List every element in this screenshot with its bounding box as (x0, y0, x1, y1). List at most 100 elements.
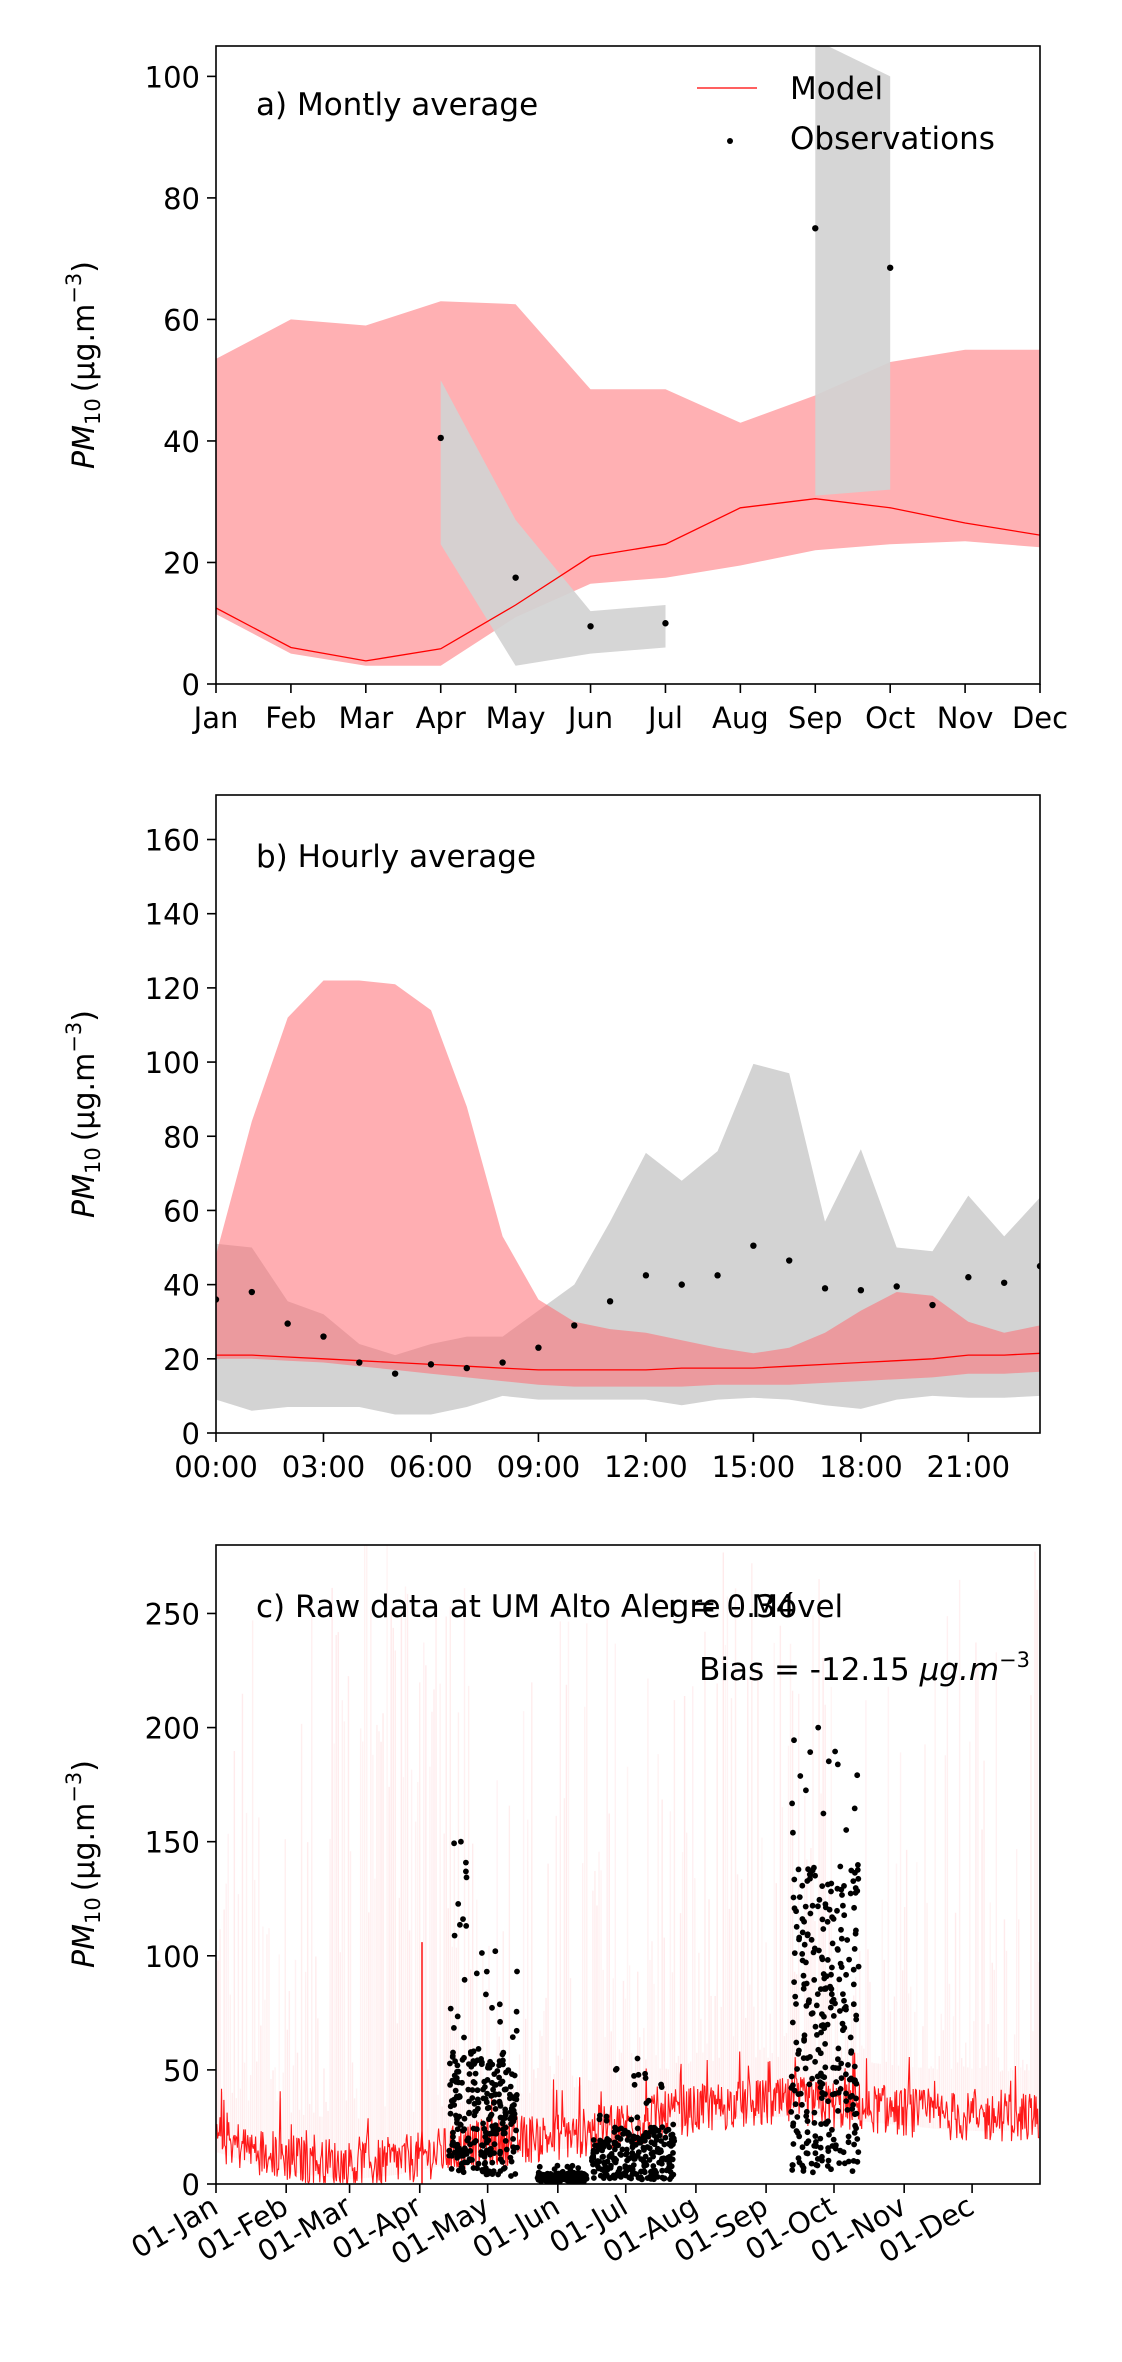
observation-point (479, 1950, 485, 1956)
observation-point (824, 2021, 831, 2028)
observation-point (575, 2170, 582, 2177)
panel-a-label: a) Montly average (256, 87, 538, 123)
observation-point (808, 2010, 815, 2017)
panel-a-y-tick-label: 60 (163, 303, 200, 337)
observation-point (641, 2168, 647, 2174)
observation-point (497, 2148, 504, 2155)
observation-point (786, 1257, 793, 1264)
observation-point (487, 2151, 493, 2158)
observation-point (558, 2174, 565, 2181)
observation-point (847, 2094, 854, 2100)
observation-point (830, 1916, 837, 1922)
observation-point (841, 2160, 848, 2167)
observation-point (489, 2171, 496, 2178)
panel-c-y-tick-label: 100 (145, 1940, 200, 1974)
observation-point (853, 2012, 860, 2019)
observation-point (594, 2158, 601, 2165)
observation-point (813, 2002, 820, 2009)
observation-point (893, 1283, 900, 1290)
panel-b-y-tick-label: 40 (163, 1269, 200, 1303)
model-hourly-line (216, 2049, 1040, 2184)
observation-point (825, 1758, 832, 1765)
observation-point (454, 2126, 461, 2133)
observation-point (855, 1963, 862, 1970)
observation-point (803, 2113, 810, 2120)
observation-point (601, 2159, 607, 2166)
observation-point (837, 1960, 844, 1967)
observation-point (835, 2108, 841, 2114)
observation-point (965, 1274, 972, 1281)
observation-point (843, 2006, 849, 2013)
observation-point (454, 2154, 461, 2161)
observation-point (447, 2082, 453, 2088)
observation-point (587, 623, 594, 630)
panel-b-x-tick-label: 03:00 (282, 1450, 366, 1484)
observation-point (500, 2049, 507, 2056)
panel-a-x-tick-label: Apr (416, 701, 466, 735)
observation-point (637, 2174, 644, 2181)
observation-point (650, 2163, 657, 2169)
observation-point (631, 2156, 637, 2162)
observation-point (809, 2075, 815, 2082)
observation-point (815, 2046, 822, 2053)
observation-point (839, 1892, 845, 1898)
observation-point (461, 2034, 467, 2041)
observation-point (463, 1364, 470, 1372)
observation-point (478, 2149, 485, 2155)
observation-point (511, 2102, 517, 2108)
observation-point (828, 1888, 834, 1895)
observation-point (635, 2149, 642, 2156)
observation-point (840, 1902, 846, 1909)
observation-point (789, 2167, 796, 2173)
observation-point (470, 2165, 477, 2171)
observation-point (486, 2116, 492, 2123)
observation-point (450, 2133, 456, 2140)
observation-point (839, 2020, 846, 2027)
observation-point (483, 1991, 489, 1998)
observation-point (502, 2130, 508, 2137)
observation-point (391, 1370, 399, 1377)
observation-point (853, 2125, 859, 2132)
panel-c-y-axis-label: PM10(μg.m−3) (62, 1760, 105, 1968)
observation-point (606, 2137, 612, 2144)
observation-point (612, 2066, 619, 2073)
observation-point (812, 2023, 819, 2030)
observation-point (668, 2173, 675, 2180)
observation-point (503, 2146, 510, 2153)
observation-point (808, 1936, 815, 1943)
panel-b-x-tick-label: 00:00 (174, 1450, 258, 1484)
observation-point (642, 2070, 648, 2077)
observation-point (634, 2055, 641, 2062)
observation-point (490, 2086, 496, 2093)
panel-c-label: c) Raw data at UM Alto Alegre - Móvel (256, 1589, 843, 1625)
observation-point (848, 2048, 855, 2055)
observation-point (499, 1359, 506, 1366)
observation-point (512, 2171, 519, 2177)
panel-b-x-tick-label: 09:00 (497, 1450, 581, 1484)
panel-a-x-tick-label: Oct (865, 701, 915, 735)
observation-point (463, 1874, 470, 1881)
observation-point (475, 2045, 482, 2052)
observation-point (828, 1986, 835, 1992)
panel-a-x-tick-label: Sep (788, 701, 843, 735)
observation-point (825, 2148, 832, 2155)
observation-point (461, 2115, 468, 2122)
observation-point (814, 2032, 820, 2038)
observation-point (843, 2071, 849, 2078)
observation-point (836, 1976, 843, 1983)
observation-point (835, 2056, 841, 2063)
observation-point (811, 2109, 818, 2116)
observation-point (799, 1882, 806, 1889)
observation-point (634, 2125, 641, 2132)
panel-a-frame (215, 45, 1041, 685)
observation-point (536, 2163, 543, 2170)
observation-point (803, 1980, 810, 1987)
observation-point (485, 2137, 492, 2144)
observation-point (843, 2090, 849, 2097)
observation-point (600, 2144, 607, 2151)
observation-point (804, 1932, 811, 1939)
observation-point (820, 1810, 827, 1817)
observation-point (437, 434, 444, 442)
observation-point (802, 2065, 809, 2072)
